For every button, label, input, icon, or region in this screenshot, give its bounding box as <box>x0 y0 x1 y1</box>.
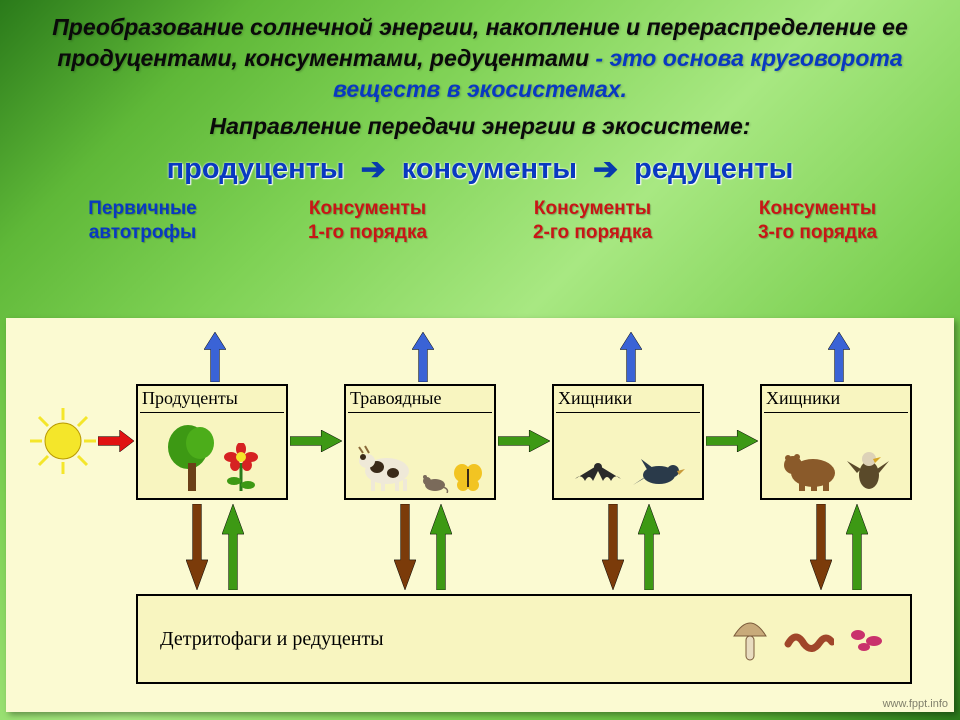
category-4-line2: 3-го порядка <box>758 222 877 243</box>
category-3-line1: Консументы <box>534 198 651 219</box>
category-2-line1: Консументы <box>309 198 426 219</box>
category-3: Консументы 2-го порядка <box>489 197 696 245</box>
footer-url: www.fppt.info <box>883 698 948 710</box>
flower-icon <box>224 443 258 493</box>
energy-flow-row: продуценты ➔ консументы ➔ редуценты <box>0 150 960 195</box>
mouse-icon <box>421 469 449 493</box>
cow-icon <box>357 443 417 493</box>
arrow-up <box>638 504 660 590</box>
arrow-right <box>290 430 342 452</box>
box-herbivores-label: Травоядные <box>348 388 492 413</box>
box-producers: Продуценты <box>136 384 288 500</box>
box-detritus-icons <box>730 614 888 664</box>
diagram-panel: Продуценты <box>6 318 954 712</box>
arrow-up <box>846 504 868 590</box>
category-2: Консументы 1-го порядка <box>264 197 471 245</box>
butterfly-icon <box>453 463 483 493</box>
arrow-up <box>222 504 244 590</box>
slide: Преобразование солнечной энергии, накопл… <box>0 0 960 720</box>
box-predators-1-label: Хищники <box>556 388 700 413</box>
category-4: Консументы 3-го порядка <box>714 197 921 245</box>
box-producers-label: Продуценты <box>140 388 284 413</box>
flow-reducers: редуценты <box>634 153 793 186</box>
category-3-line2: 2-го порядка <box>533 222 652 243</box>
sun-icon <box>28 406 98 476</box>
tree-icon <box>166 421 220 493</box>
arrow-down <box>186 504 208 590</box>
flow-producers: продуценты <box>167 153 345 186</box>
arrow-down <box>602 504 624 590</box>
arrow-down <box>394 504 416 590</box>
arrow-up <box>620 332 642 382</box>
eagle-icon <box>845 447 891 493</box>
box-detritus: Детритофаги и редуценты <box>136 594 912 684</box>
bat-icon <box>571 459 625 493</box>
arrow-up <box>828 332 850 382</box>
arrow-up <box>412 332 434 382</box>
box-predators-2-icons <box>764 413 908 497</box>
category-1-line2: автотрофы <box>89 222 197 243</box>
arrow-up <box>430 504 452 590</box>
bacteria-icon <box>848 625 888 653</box>
box-predators-1: Хищники <box>552 384 704 500</box>
arrow-up <box>204 332 226 382</box>
box-predators-1-icons <box>556 413 700 497</box>
subtitle: Направление передачи энергии в экосистем… <box>0 111 960 150</box>
box-detritus-label: Детритофаги и редуценты <box>160 628 384 651</box>
arrow-right <box>98 430 134 452</box>
box-predators-2: Хищники <box>760 384 912 500</box>
category-1-line1: Первичные <box>88 198 197 219</box>
flow-consumers: консументы <box>402 153 577 186</box>
bird-icon <box>629 453 685 493</box>
category-4-line1: Консументы <box>759 198 876 219</box>
arrow-down <box>810 504 832 590</box>
title-paragraph: Преобразование солнечной энергии, накопл… <box>0 0 960 111</box>
category-row: Первичные автотрофы Консументы 1-го поря… <box>0 195 960 255</box>
arrow-right <box>706 430 758 452</box>
category-2-line2: 1-го порядка <box>308 222 427 243</box>
box-herbivores-icons <box>348 413 492 497</box>
mushroom-icon <box>730 614 770 664</box>
box-producers-icons <box>140 413 284 497</box>
flow-arrow-1: ➔ <box>361 152 386 187</box>
worm-icon <box>784 624 834 654</box>
category-1: Первичные автотрофы <box>39 197 246 245</box>
flow-arrow-2: ➔ <box>593 152 618 187</box>
box-predators-2-label: Хищники <box>764 388 908 413</box>
box-herbivores: Травоядные <box>344 384 496 500</box>
arrow-right <box>498 430 550 452</box>
bear-icon <box>781 447 841 493</box>
